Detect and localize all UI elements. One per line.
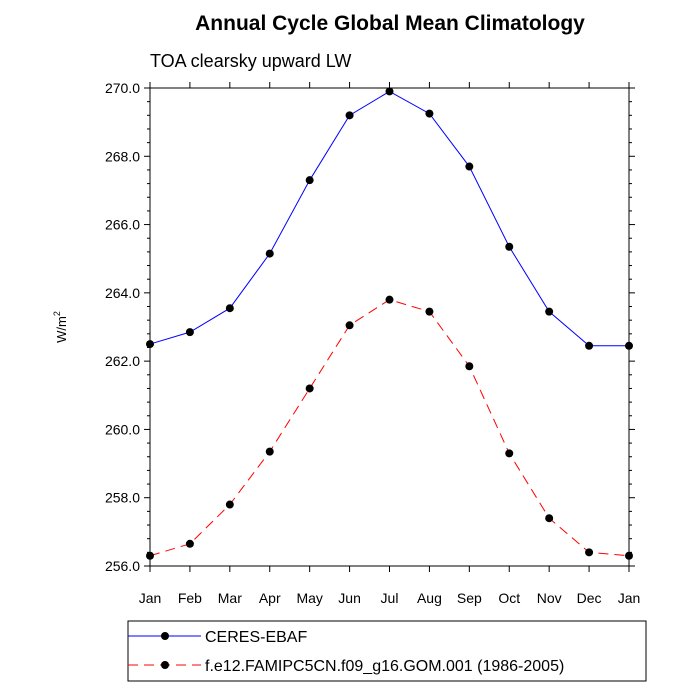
data-point [625, 551, 633, 560]
y-tick-label: 268.0 [105, 148, 140, 164]
y-tick-label: 266.0 [105, 217, 140, 233]
data-point [345, 111, 354, 120]
y-tick-label: 256.0 [105, 558, 140, 574]
y-tick-label: 264.0 [105, 285, 140, 301]
data-point [585, 341, 594, 350]
legend-label: CERES-EBAF [205, 629, 307, 646]
chart-title: Annual Cycle Global Mean Climatology [195, 12, 585, 35]
legend-box [127, 620, 647, 682]
data-point [505, 242, 514, 251]
x-tick-label: Oct [498, 590, 520, 606]
data-point [625, 341, 633, 350]
data-point [545, 514, 554, 523]
y-tick-label: 258.0 [105, 490, 140, 506]
chart-subtitle: TOA clearsky upward LW [150, 51, 351, 71]
data-point [545, 307, 554, 316]
data-point [585, 548, 594, 557]
data-point [425, 109, 434, 118]
y-tick-label: 262.0 [105, 353, 140, 369]
data-point [425, 307, 434, 316]
data-point [385, 87, 394, 96]
series-2 [146, 295, 633, 560]
legend-label: f.e12.FAMIPC5CN.f09_g16.GOM.001 (1986-20… [205, 658, 564, 675]
y-tick-label: 270.0 [105, 80, 140, 96]
axes: 256.0 258.0 260.0 262.0 264.0 266.0 268.0 270.0… [105, 80, 640, 606]
data-point [265, 447, 274, 456]
series-line [149, 90, 629, 347]
x-tick-label: Dec [577, 590, 602, 606]
y-axis-label-superscript: 2 [52, 311, 62, 316]
data-point [305, 176, 314, 185]
x-tick-label: Jul [381, 590, 399, 606]
series-1 [146, 87, 633, 350]
data-point [385, 295, 394, 304]
y-tick-label: 260.0 [105, 421, 140, 437]
legend-marker [161, 632, 169, 640]
data-point [345, 321, 354, 330]
series-line [149, 299, 630, 557]
data-point [305, 384, 314, 393]
data-point [225, 500, 234, 509]
data-point [146, 340, 154, 349]
x-tick-label: Nov [537, 590, 562, 606]
data-point [505, 449, 514, 458]
x-tick-label: Apr [259, 590, 281, 606]
x-tick-label: Feb [178, 590, 202, 606]
x-tick-label: Aug [417, 590, 442, 606]
data-point [225, 304, 234, 313]
data-point [465, 362, 474, 371]
x-tick-label: May [296, 590, 322, 606]
legend-marker [161, 661, 169, 669]
x-tick-label: Sep [457, 590, 482, 606]
y-axis-label-text: W/m [54, 316, 69, 343]
series-layer [146, 87, 633, 560]
data-point [465, 162, 474, 171]
y-axis-label: W/m2 [52, 311, 69, 343]
legend: CERES-EBAF f.e12.FAMIPC5CN.f09_g16.GOM.00… [127, 620, 647, 682]
plot-frame [149, 87, 630, 567]
data-point [265, 249, 274, 258]
data-point [185, 328, 194, 337]
x-tick-label: Mar [218, 590, 242, 606]
data-point [185, 539, 194, 548]
data-point [146, 551, 154, 560]
x-tick-label: Jun [338, 590, 361, 606]
x-tick-label: Jan [139, 590, 162, 606]
x-tick-label: Jan [618, 590, 641, 606]
